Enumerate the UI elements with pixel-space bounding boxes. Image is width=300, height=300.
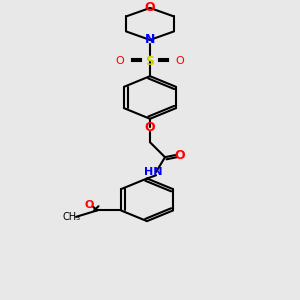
Text: O: O [145,121,155,134]
Text: O: O [175,148,185,161]
Text: CH₃: CH₃ [62,212,81,222]
Text: S: S [146,55,154,68]
Text: O: O [85,200,94,210]
Text: O: O [176,56,184,66]
Text: O: O [116,56,124,66]
Text: N: N [145,33,155,46]
Text: O: O [145,2,155,14]
Text: HN: HN [144,167,162,177]
